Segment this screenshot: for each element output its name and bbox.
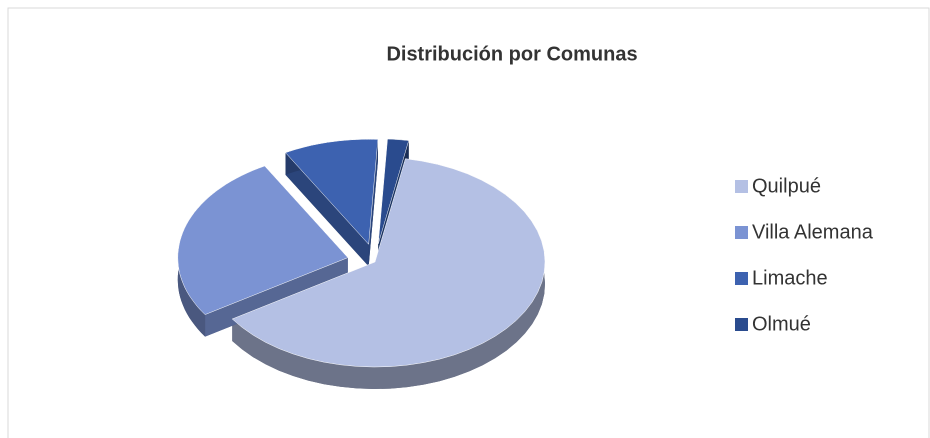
legend-label: Olmué [752, 313, 811, 335]
slice [378, 138, 410, 244]
legend-swatch [735, 180, 748, 193]
legend-box [722, 165, 924, 345]
slice [285, 139, 379, 245]
chart-title: Distribución por Comunas [386, 43, 637, 65]
legend-label: Villa Alemana [752, 221, 874, 243]
legend-label: Limache [752, 267, 828, 289]
legend-swatch [735, 318, 748, 331]
pie-tops [177, 138, 546, 368]
legend-swatch [735, 272, 748, 285]
slice [177, 165, 349, 315]
slice-edge [368, 139, 378, 267]
slice-edge [285, 152, 369, 267]
legend-swatch [735, 226, 748, 239]
legend-label: Quilpué [752, 175, 821, 197]
slice [231, 158, 546, 368]
